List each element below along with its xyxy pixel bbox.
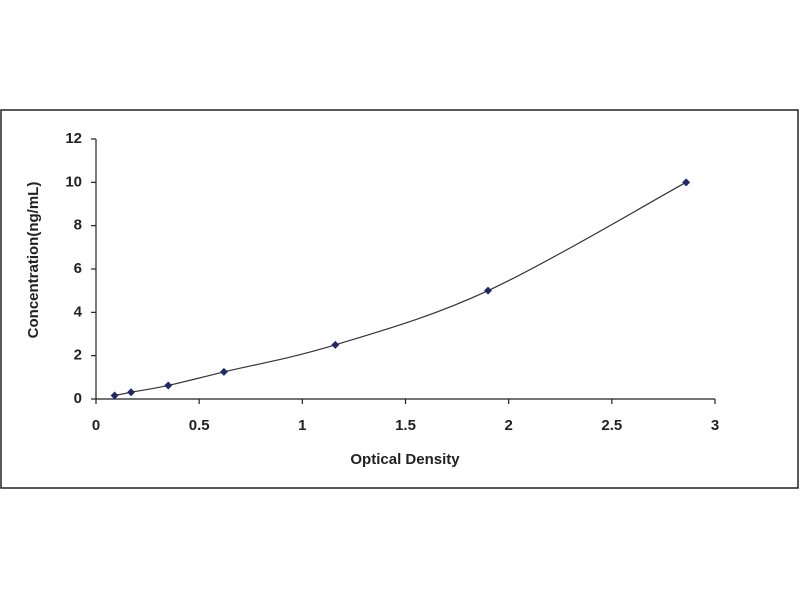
- x-tick-label: 2: [504, 417, 512, 434]
- y-tick-label: 4: [74, 303, 83, 320]
- data-point: [110, 391, 119, 400]
- y-tick-label: 2: [74, 347, 82, 364]
- x-tick-label: 0.5: [189, 417, 210, 434]
- y-tick-label: 10: [65, 173, 82, 190]
- x-tick-label: 1: [298, 417, 306, 434]
- data-point: [484, 286, 493, 295]
- data-point: [219, 367, 228, 376]
- x-tick-label: 2.5: [601, 417, 622, 434]
- x-tick-label: 3: [711, 417, 719, 434]
- y-tick-label: 0: [74, 390, 82, 407]
- y-tick-label: 12: [65, 130, 82, 147]
- x-axis-title: Optical Density: [350, 451, 460, 468]
- data-point: [127, 388, 136, 397]
- x-tick-label: 1.5: [395, 417, 416, 434]
- chart-frame: [0, 109, 799, 489]
- data-point: [682, 178, 691, 187]
- y-tick-label: 6: [74, 260, 82, 277]
- data-point: [331, 340, 340, 349]
- x-tick-label: 0: [92, 417, 100, 434]
- fit-curve: [114, 181, 687, 397]
- data-point: [164, 381, 173, 390]
- y-tick-label: 8: [74, 217, 82, 234]
- y-axis-title: Concentration(ng/mL): [25, 182, 42, 339]
